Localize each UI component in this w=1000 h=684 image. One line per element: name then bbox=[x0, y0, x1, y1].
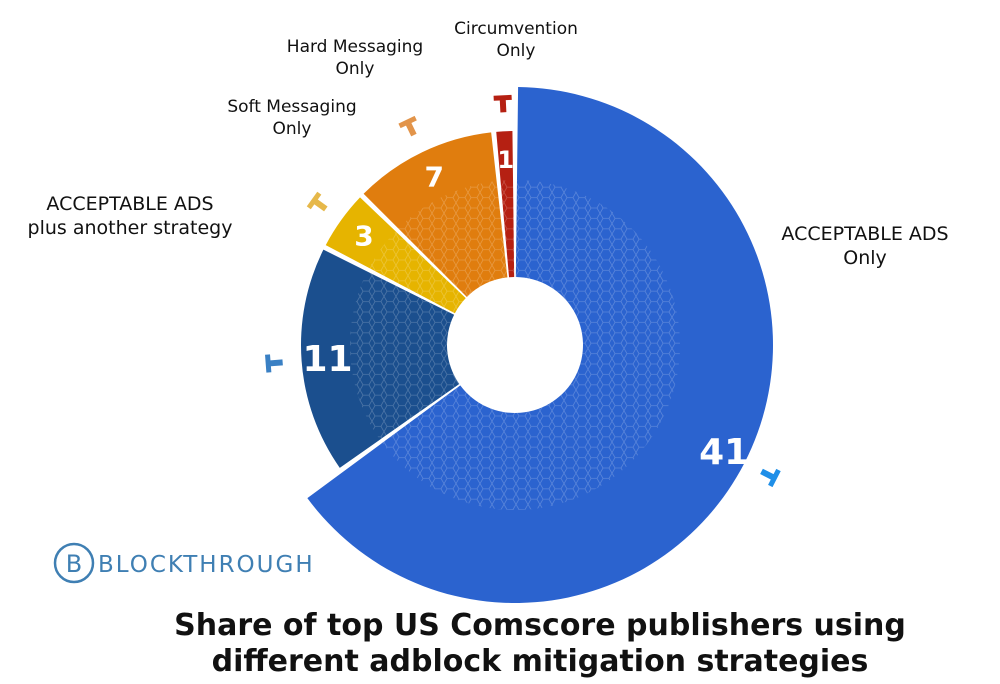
callout-soft-messaging-line-1: Soft Messaging bbox=[227, 97, 356, 117]
callout-acceptable-ads-plus-line-2: plus another strategy bbox=[28, 217, 233, 239]
marker-acceptable-ads-only bbox=[760, 468, 781, 488]
callout-hard-messaging-line-2: Only bbox=[336, 59, 375, 79]
callout-circumvention-line-2: Only bbox=[497, 41, 536, 61]
value-label-acceptable-ads-plus: 11 bbox=[302, 339, 352, 380]
value-label-hard-messaging: 7 bbox=[425, 160, 444, 193]
value-label-acceptable-ads-only: 41 bbox=[699, 432, 749, 473]
chart-title-line-1: Share of top US Comscore publishers usin… bbox=[174, 608, 906, 643]
chart-title-line-2: different adblock mitigation strategies bbox=[212, 644, 869, 679]
brand-logo-icon-letter: B bbox=[66, 550, 82, 578]
marker-circumvention bbox=[493, 94, 512, 113]
callout-acceptable-ads-plus-line-1: ACCEPTABLE ADS bbox=[46, 193, 213, 215]
hex-texture bbox=[350, 180, 680, 510]
callout-markers bbox=[265, 94, 781, 488]
callout-acceptable-ads-only-line-1: ACCEPTABLE ADS bbox=[781, 223, 948, 245]
callout-soft-messaging-line-2: Only bbox=[273, 119, 312, 139]
blockthrough-logo: B BLOCKTHROUGH bbox=[53, 542, 315, 584]
callout-hard-messaging-line-1: Hard Messaging bbox=[287, 37, 423, 57]
callout-circumvention-line-1: Circumvention bbox=[454, 19, 578, 39]
marker-soft-messaging bbox=[306, 191, 328, 212]
marker-acceptable-ads-plus bbox=[265, 354, 283, 373]
brand-logo-icon bbox=[53, 542, 95, 584]
value-label-soft-messaging: 3 bbox=[354, 219, 373, 252]
brand-name: BLOCKTHROUGH bbox=[98, 552, 315, 578]
value-label-circumvention: 1 bbox=[497, 146, 514, 174]
callout-acceptable-ads-only-line-2: Only bbox=[843, 247, 887, 269]
marker-hard-messaging bbox=[398, 115, 417, 137]
slice-value-labels: 41 11 3 7 1 bbox=[302, 146, 749, 473]
